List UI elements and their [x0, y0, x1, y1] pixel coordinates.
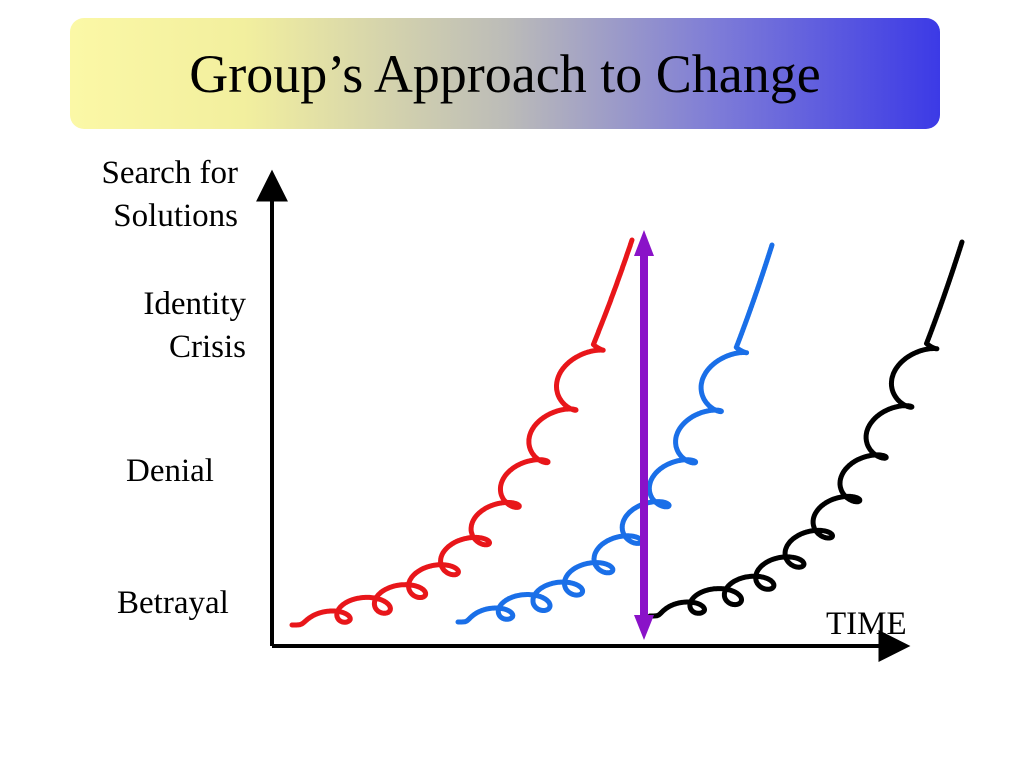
level-identity-crisis-line1: Identity [143, 286, 246, 322]
slide-title: Group’s Approach to Change [189, 43, 821, 104]
y-axis-label-line2: Solutions [113, 198, 238, 234]
blue-curve [455, 242, 775, 625]
transition-marker [634, 230, 654, 640]
level-identity-crisis-line2: Crisis [168, 329, 246, 365]
level-betrayal: Betrayal [117, 585, 229, 621]
black-curve [647, 239, 965, 619]
level-denial: Denial [126, 453, 214, 489]
y-axis-label: Search for Solutions [60, 152, 238, 238]
y-axis-label-line1: Search for [101, 155, 238, 191]
level-identity-crisis: Identity Crisis [80, 283, 246, 369]
red-curve [289, 237, 635, 628]
title-banner: Group’s Approach to Change [70, 18, 940, 129]
